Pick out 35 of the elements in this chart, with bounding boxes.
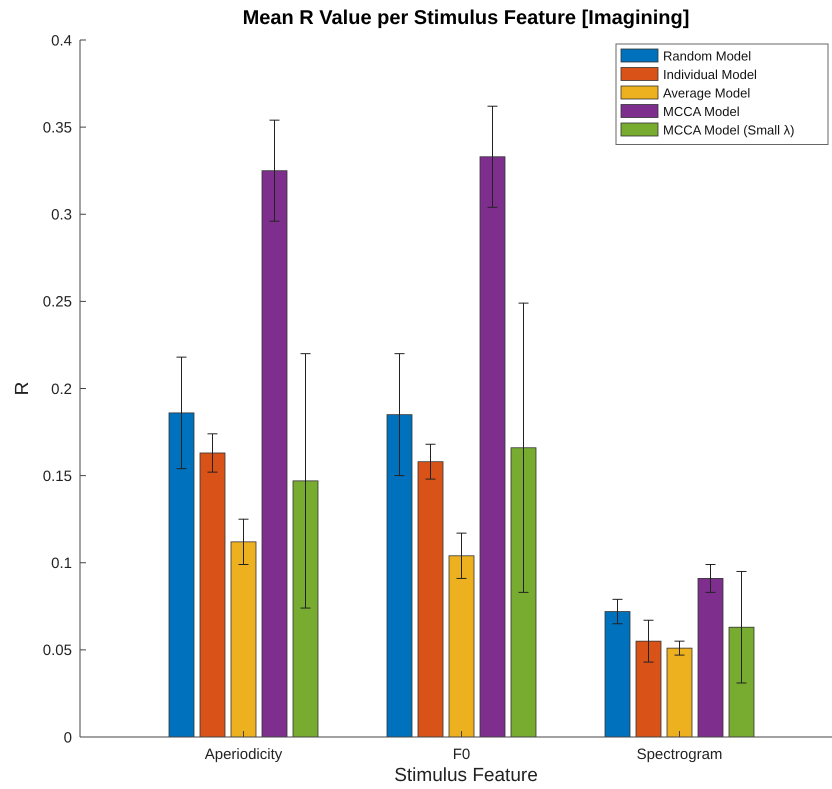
x-tick-label: Aperiodicity	[204, 746, 283, 763]
x-axis-title: Stimulus Feature	[394, 765, 538, 786]
x-tick-label: F0	[452, 746, 470, 763]
bar	[230, 541, 256, 738]
bar	[666, 648, 692, 738]
x-tick-label: Spectrogram	[636, 746, 722, 763]
y-tick-label: 0.35	[42, 119, 72, 136]
bar	[728, 626, 754, 738]
bar	[636, 640, 662, 738]
y-tick-label: 0.4	[51, 32, 72, 50]
bar	[448, 555, 474, 738]
bar	[418, 461, 444, 738]
bar	[200, 452, 226, 738]
chart-title: Mean R Value per Stimulus Feature [Imagining]	[242, 7, 690, 29]
legend-label: MCCA Model	[663, 104, 740, 120]
bar	[698, 578, 724, 738]
y-tick-label: 0.05	[42, 642, 72, 660]
bar	[510, 447, 536, 738]
y-tick-label: 0	[64, 729, 72, 746]
bar	[386, 414, 412, 738]
bar	[480, 156, 506, 738]
y-tick-label: 0.2	[51, 380, 72, 398]
y-tick-label: 0.25	[42, 294, 72, 311]
legend-label: Individual Model	[663, 67, 758, 82]
bar	[262, 170, 288, 738]
legend-label: Average Model	[663, 86, 750, 101]
legend-label: MCCA Model (Small λ)	[663, 122, 794, 138]
bar	[292, 480, 318, 738]
y-tick-label: 0.1	[51, 555, 72, 572]
bar	[168, 412, 194, 738]
bar	[604, 611, 630, 738]
y-tick-label: 0.3	[51, 206, 72, 224]
y-axis-title: R	[12, 382, 33, 396]
y-tick-label: 0.15	[42, 468, 72, 485]
legend-label: Random Model	[663, 48, 752, 64]
